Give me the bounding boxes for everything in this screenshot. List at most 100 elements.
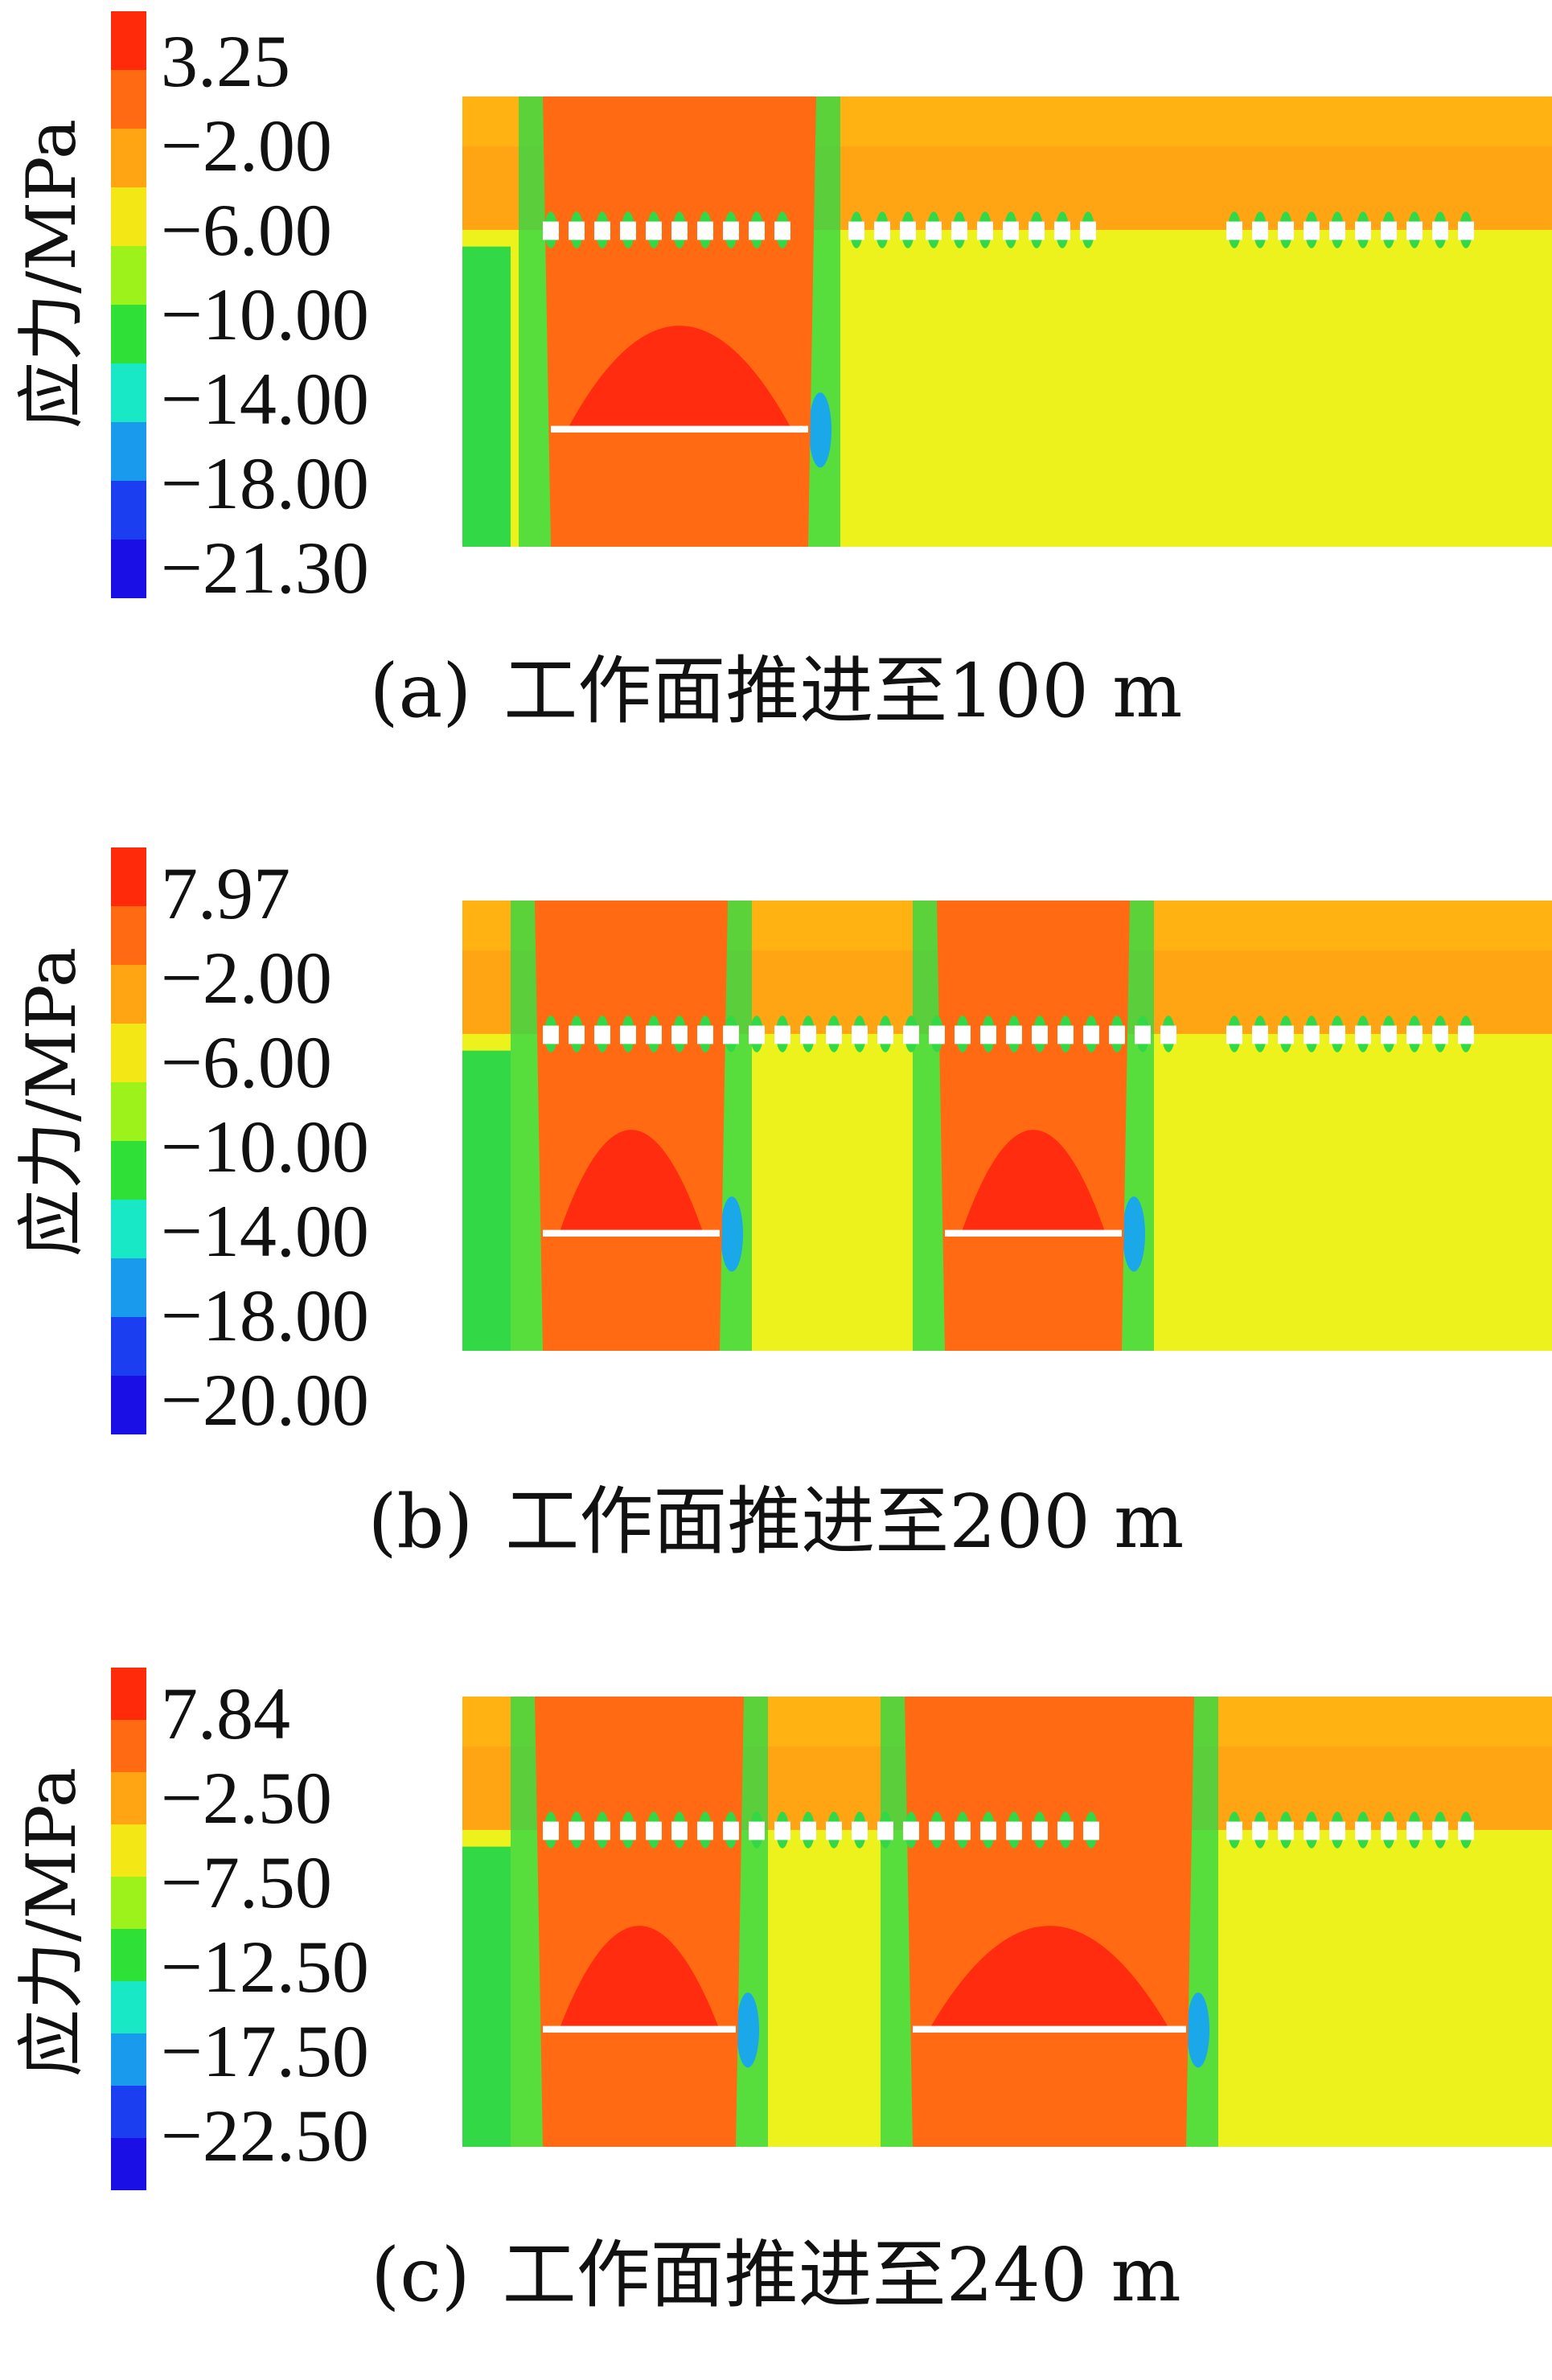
roadway-opening [594, 1025, 610, 1044]
roadway-opening [749, 1025, 765, 1044]
roadway-opening [569, 221, 585, 240]
colorbar-tick-label: −10.00 [161, 1106, 369, 1188]
roadway-opening [1006, 1821, 1022, 1840]
roadway-opening [774, 1821, 790, 1840]
colorbar-tick-label: −6.00 [161, 189, 332, 271]
panel-b: 应力/MPa 7.97 −2.00 −6.00 −10.00 −14.00 −18.00−… [0, 836, 1552, 1565]
colorbar-tick-label: −17.50 [161, 2010, 369, 2092]
roadway-opening [800, 1821, 816, 1840]
roadway-opening [1278, 221, 1294, 240]
roadway-opening [1029, 221, 1045, 240]
coal-seam-opening [945, 1229, 1122, 1237]
roadway-opening [1226, 221, 1242, 240]
colorbar-band [111, 1929, 146, 1981]
roadway-opening [774, 221, 790, 240]
roadway-opening [1003, 221, 1019, 240]
roadway-opening [1432, 221, 1448, 240]
colorbar-band [111, 363, 146, 422]
colorbar [111, 11, 146, 598]
roadway-opening [1406, 1821, 1423, 1840]
side-pillar-zone [462, 1846, 511, 2147]
side-pillar-zone [462, 246, 511, 547]
goaf-zone [535, 901, 728, 1351]
roadway-opening [1458, 1821, 1474, 1840]
goaf-core [559, 1926, 720, 2030]
coal-seam-opening [913, 2025, 1186, 2033]
roadway-opening [1432, 1821, 1448, 1840]
colorbar-band [111, 847, 146, 906]
roadway-opening [1329, 1025, 1345, 1044]
caption-text: 工作面推进至200 m [505, 1479, 1185, 1565]
colorbar-band [111, 1258, 146, 1317]
roadway-opening [1355, 221, 1371, 240]
roadway-opening [1006, 1025, 1022, 1044]
colorbar-band [111, 1200, 146, 1258]
caption-label: (b) [367, 1479, 474, 1565]
colorbar-band [111, 540, 146, 598]
roadway-opening [926, 221, 942, 240]
colorbar-band [111, 1317, 146, 1376]
roadway-opening [1226, 1821, 1242, 1840]
roadway-opening [1083, 1821, 1099, 1840]
roadway-opening [1278, 1025, 1294, 1044]
roadway-opening [877, 1821, 893, 1840]
stress-concentration [1187, 1992, 1209, 2068]
roadway-opening [697, 1025, 713, 1044]
roadway-opening [900, 221, 916, 240]
roadway-opening [903, 1025, 919, 1044]
roadway-opening [1329, 221, 1345, 240]
colorbar-tick-label: −6.00 [161, 1021, 332, 1103]
roadway-opening [1329, 1821, 1345, 1840]
colorbar-band [111, 187, 146, 246]
roadway-opening [723, 1821, 739, 1840]
roadway-opening [951, 221, 967, 240]
colorbar-band [111, 1376, 146, 1434]
roadway-opening [723, 1025, 739, 1044]
colorbar-tick-label: −12.50 [161, 1926, 369, 2008]
stress-concentration [737, 1992, 759, 2068]
roadway-opening [852, 1025, 868, 1044]
stress-contour-field [462, 901, 1552, 1351]
colorbar-tick-label: −2.00 [161, 105, 332, 187]
colorbar-tick-label: −7.50 [161, 1841, 332, 1923]
roadway-opening [594, 221, 610, 240]
colorbar-tick-label: −18.00 [161, 1274, 369, 1356]
roadway-opening [1406, 221, 1423, 240]
roadway-opening [955, 1025, 971, 1044]
roadway-opening [543, 221, 559, 240]
roadway-opening [977, 221, 993, 240]
roadway-opening [1083, 1025, 1099, 1044]
roadway-opening [646, 1025, 662, 1044]
colorbar-band [111, 422, 146, 481]
caption: (a) 工作面推进至100 m [0, 631, 1552, 738]
roadway-opening [1381, 1821, 1397, 1840]
roadway-opening [646, 1821, 662, 1840]
legend-title: 应力/MPa [12, 1767, 92, 2077]
legend-title: 应力/MPa [12, 118, 92, 429]
coal-seam-opening [543, 2025, 736, 2033]
colorbar-band [111, 1024, 146, 1082]
roadway-opening [1278, 1821, 1294, 1840]
roadway-opening [1057, 1821, 1074, 1840]
colorbar-band [111, 965, 146, 1024]
roadway-opening [852, 1821, 868, 1840]
caption: (b) 工作面推进至200 m [0, 1462, 1552, 1569]
colorbar-band [111, 1720, 146, 1772]
caption: (c) 工作面推进至240 m [0, 2215, 1552, 2322]
roadway-opening [1226, 1025, 1242, 1044]
colorbar-tick-label: 7.84 [161, 1672, 290, 1754]
roadway-opening [800, 1025, 816, 1044]
colorbar [111, 1668, 146, 2190]
roadway-opening [1458, 1025, 1474, 1044]
colorbar-band [111, 2086, 146, 2138]
roadway-opening [749, 1821, 765, 1840]
roadway-opening [980, 1821, 996, 1840]
colorbar-band [111, 1668, 146, 1720]
roadway-opening [1032, 1025, 1048, 1044]
goaf-zone [905, 1697, 1194, 2147]
roadway-opening [1080, 221, 1096, 240]
roadway-opening [1381, 1025, 1397, 1044]
colorbar-tick-label: −21.30 [161, 527, 369, 609]
caption-text: 工作面推进至100 m [503, 648, 1183, 734]
goaf-core [559, 1130, 704, 1234]
